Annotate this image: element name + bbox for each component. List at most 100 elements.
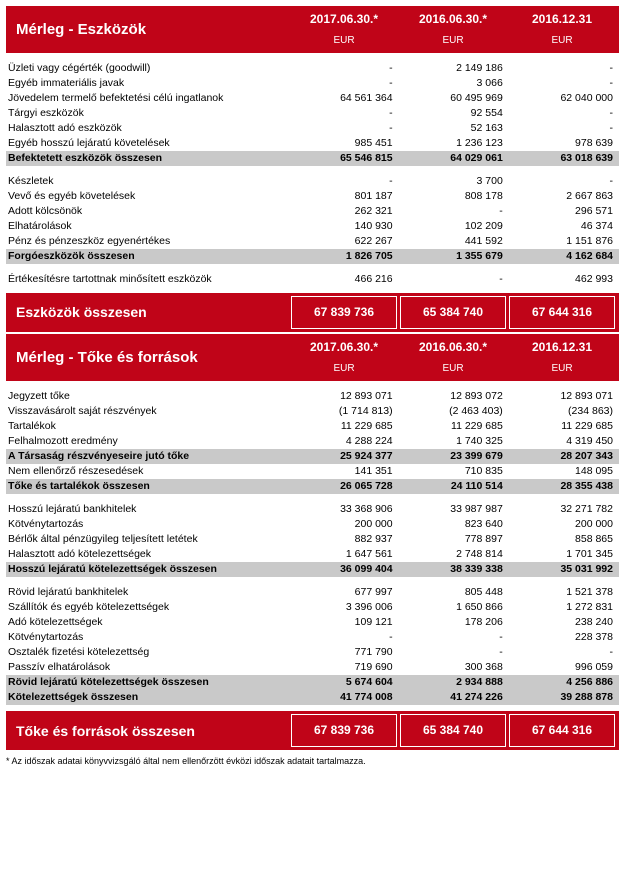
eq-period-3: 2016.12.31 EUR [509, 334, 615, 381]
period-2: 2016.06.30.* EUR [400, 6, 506, 53]
row-label: Rövid lejáratú kötelezettségek összesen [6, 675, 288, 690]
table-row: Egyéb immateriális javak-3 066- [6, 76, 619, 91]
row-value: 1 740 325 [399, 434, 509, 449]
row-value: 778 897 [399, 532, 509, 547]
row-value: - [509, 121, 619, 136]
row-value: (234 863) [509, 404, 619, 419]
row-value: 462 993 [509, 272, 619, 287]
eq-period-2-cur: EUR [406, 362, 500, 375]
assets-total-label: Eszközök összesen [6, 293, 288, 333]
eq-period-2-date: 2016.06.30.* [406, 340, 500, 356]
row-value: 64 561 364 [288, 91, 398, 106]
row-value: 39 288 878 [509, 690, 619, 705]
row-value: 228 378 [509, 630, 619, 645]
row-label: Szállítók és egyéb kötelezettségek [6, 600, 288, 615]
table-row: Befektetett eszközök összesen65 546 8156… [6, 151, 619, 166]
equity-total-1: 67 839 736 [291, 714, 397, 748]
eq-period-1: 2017.06.30.* EUR [291, 334, 397, 381]
row-value: 11 229 685 [399, 419, 509, 434]
row-label: Kötelezettségek összesen [6, 690, 288, 705]
row-value: 65 546 815 [288, 151, 398, 166]
row-value: 1 647 561 [288, 547, 398, 562]
row-value: - [509, 61, 619, 76]
row-value: 141 351 [288, 464, 398, 479]
assets-total-3: 67 644 316 [509, 296, 615, 330]
row-label: Halasztott adó eszközök [6, 121, 288, 136]
row-label: Jegyzett tőke [6, 389, 288, 404]
row-value: 441 592 [399, 234, 509, 249]
eq-period-1-date: 2017.06.30.* [297, 340, 391, 356]
equity-total-label: Tőke és források összesen [6, 711, 288, 751]
row-value: 109 121 [288, 615, 398, 630]
row-value: - [509, 76, 619, 91]
row-value: 3 700 [399, 174, 509, 189]
row-value: 238 240 [509, 615, 619, 630]
table-row: Rövid lejáratú kötelezettségek összesen5… [6, 675, 619, 690]
row-value: 801 187 [288, 189, 398, 204]
row-value: 1 521 378 [509, 585, 619, 600]
row-value: - [288, 630, 398, 645]
equity-title: Mérleg - Tőke és források [6, 334, 288, 381]
row-label: Osztalék fizetési kötelezettség [6, 645, 288, 660]
table-row: A Társaság részvényeseire jutó tőke25 92… [6, 449, 619, 464]
row-value: 25 924 377 [288, 449, 398, 464]
row-value: 4 319 450 [509, 434, 619, 449]
row-value: 622 267 [288, 234, 398, 249]
row-value: 1 826 705 [288, 249, 398, 264]
table-row: Adó kötelezettségek109 121178 206238 240 [6, 615, 619, 630]
row-value: 771 790 [288, 645, 398, 660]
table-row: Nem ellenőrző részesedések141 351710 835… [6, 464, 619, 479]
row-value: 92 554 [399, 106, 509, 121]
eq-period-3-date: 2016.12.31 [515, 340, 609, 356]
row-value: 24 110 514 [399, 479, 509, 494]
row-value: 466 216 [288, 272, 398, 287]
row-value: 1 355 679 [399, 249, 509, 264]
assets-header-band: Mérleg - Eszközök 2017.06.30.* EUR 2016.… [6, 6, 619, 53]
row-value: 858 865 [509, 532, 619, 547]
row-value: 140 930 [288, 219, 398, 234]
row-value: - [509, 645, 619, 660]
table-row: Pénz és pénzeszköz egyenértékes622 26744… [6, 234, 619, 249]
row-label: Adott kölcsönök [6, 204, 288, 219]
row-value: 28 207 343 [509, 449, 619, 464]
period-1-date: 2017.06.30.* [297, 12, 391, 28]
table-row: Tartalékok11 229 68511 229 68511 229 685 [6, 419, 619, 434]
row-value: 4 162 684 [509, 249, 619, 264]
row-value: - [399, 645, 509, 660]
table-row: Tárgyi eszközök-92 554- [6, 106, 619, 121]
equity-table: Jegyzett tőke12 893 07112 893 07212 893 … [6, 389, 619, 705]
row-value: 5 674 604 [288, 675, 398, 690]
table-row: Hosszú lejáratú bankhitelek33 368 90633 … [6, 502, 619, 517]
row-value: 4 256 886 [509, 675, 619, 690]
row-label: Kötvénytartozás [6, 517, 288, 532]
period-3-date: 2016.12.31 [515, 12, 609, 28]
table-row: Kötvénytartozás--228 378 [6, 630, 619, 645]
row-value: 808 178 [399, 189, 509, 204]
row-value: 148 095 [509, 464, 619, 479]
row-label: Egyéb hosszú lejáratú követelések [6, 136, 288, 151]
period-2-cur: EUR [406, 34, 500, 47]
row-label: Forgóeszközök összesen [6, 249, 288, 264]
assets-table: Üzleti vagy cégérték (goodwill)-2 149 18… [6, 61, 619, 287]
row-value: 28 355 438 [509, 479, 619, 494]
period-3: 2016.12.31 EUR [509, 6, 615, 53]
row-label: Passzív elhatárolások [6, 660, 288, 675]
assets-total-band: Eszközök összesen 67 839 736 65 384 740 … [6, 293, 619, 333]
row-label: Halasztott adó kötelezettségek [6, 547, 288, 562]
row-value: 1 701 345 [509, 547, 619, 562]
row-label: A Társaság részvényeseire jutó tőke [6, 449, 288, 464]
row-label: Értékesítésre tartottnak minősített eszk… [6, 272, 288, 287]
table-row: Vevő és egyéb követelések801 187808 1782… [6, 189, 619, 204]
row-label: Tárgyi eszközök [6, 106, 288, 121]
row-value: 11 229 685 [509, 419, 619, 434]
eq-period-1-cur: EUR [297, 362, 391, 375]
table-row: Osztalék fizetési kötelezettség771 790-- [6, 645, 619, 660]
table-row: Halasztott adó kötelezettségek1 647 5612… [6, 547, 619, 562]
row-value: 102 209 [399, 219, 509, 234]
row-value: 805 448 [399, 585, 509, 600]
row-value: 33 987 987 [399, 502, 509, 517]
row-value: 978 639 [509, 136, 619, 151]
eq-period-2: 2016.06.30.* EUR [400, 334, 506, 381]
row-value: (2 463 403) [399, 404, 509, 419]
row-value: - [399, 630, 509, 645]
